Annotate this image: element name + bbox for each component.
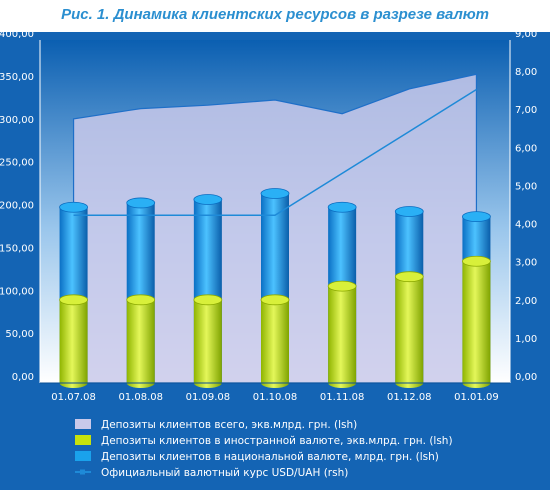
chart-title: Рис. 1. Динамика клиентских ресурсов в р… — [61, 6, 489, 23]
x-tick-label: 01.12.08 — [387, 392, 432, 403]
y-tick-label: 250,00 — [0, 158, 34, 169]
legend-label: Официальный валютный курс USD/UAH (rsh) — [101, 467, 348, 479]
y2-tick-label: 0,00 — [515, 372, 537, 383]
x-tick-label: 01.01.09 — [454, 392, 499, 403]
national-bar-top — [59, 201, 88, 213]
foreign-bar-0 — [59, 294, 88, 388]
foreign-bar-body — [395, 276, 424, 383]
foreign-bar-top — [462, 255, 491, 267]
foreign-bar-body — [126, 299, 155, 383]
legend-label: Депозиты клиентов в иностранной валюте, … — [101, 435, 453, 447]
national-bar-top — [394, 206, 424, 217]
foreign-bar-5 — [394, 271, 424, 388]
legend-swatch — [75, 419, 91, 429]
national-bar-top — [260, 188, 290, 199]
legend-item: Депозиты клиентов всего, экв.млрд. грн. … — [75, 419, 357, 431]
y2-tick-label: 7,00 — [515, 105, 537, 116]
foreign-bar-body — [261, 299, 289, 383]
legend-swatch — [75, 451, 91, 461]
national-bar-top — [126, 197, 156, 209]
title-band — [0, 0, 550, 32]
foreign-bar-top — [59, 294, 88, 306]
y2-tick-label: 5,00 — [515, 181, 537, 192]
foreign-bar-3 — [260, 294, 290, 388]
x-tick-label: 01.08.08 — [118, 392, 163, 403]
y-tick-label: 150,00 — [0, 243, 34, 254]
y2-tick-label: 9,00 — [515, 29, 537, 40]
legend-item: Официальный валютный курс USD/UAH (rsh) — [75, 467, 348, 479]
foreign-bar-1 — [126, 294, 156, 388]
legend-item: Депозиты клиентов в национальной валюте,… — [75, 451, 439, 463]
foreign-bar-top — [394, 271, 424, 283]
foreign-bar-top — [260, 294, 290, 306]
y-tick-label: 50,00 — [5, 329, 34, 340]
series-rate-line — [73, 88, 477, 217]
foreign-bar-body — [59, 299, 88, 383]
y-tick-label: 100,00 — [0, 286, 34, 297]
y-tick-label: 0,00 — [12, 372, 34, 383]
foreign-bar-top — [126, 294, 156, 306]
y-tick-label: 350,00 — [0, 72, 34, 83]
foreign-bar-body — [328, 286, 357, 383]
foreign-bar-body — [193, 299, 222, 383]
x-tick-label: 01.07.08 — [51, 392, 96, 403]
y2-tick-label: 8,00 — [515, 67, 537, 78]
foreign-bar-top — [193, 294, 223, 306]
x-tick-label: 01.11.08 — [320, 392, 365, 403]
x-tick-label: 01.09.08 — [186, 392, 231, 403]
legend-label: Депозиты клиентов всего, экв.млрд. грн. … — [101, 419, 357, 431]
national-bar-top — [193, 194, 223, 205]
y2-tick-label: 6,00 — [515, 143, 537, 154]
y2-tick-label: 2,00 — [515, 296, 537, 307]
y2-tick-label: 1,00 — [515, 334, 537, 345]
y-tick-label: 200,00 — [0, 201, 34, 212]
national-bar-top — [462, 211, 491, 223]
legend-swatch-marker — [80, 469, 85, 475]
y2-tick-label: 4,00 — [515, 220, 537, 231]
foreign-bar-body — [462, 261, 491, 383]
legend-label: Депозиты клиентов в национальной валюте,… — [101, 451, 439, 463]
foreign-bar-6 — [462, 255, 491, 388]
y-tick-label: 400,00 — [0, 29, 34, 40]
legend-swatch — [75, 435, 91, 445]
y2-tick-label: 3,00 — [515, 258, 537, 269]
foreign-bar-top — [327, 280, 357, 292]
legend-item: Депозиты клиентов в иностранной валюте, … — [75, 435, 453, 447]
foreign-bar-4 — [327, 280, 357, 388]
national-bar-top — [327, 201, 357, 213]
x-tick-label: 01.10.08 — [253, 392, 298, 403]
foreign-bar-2 — [193, 294, 223, 388]
y-tick-label: 300,00 — [0, 115, 34, 126]
